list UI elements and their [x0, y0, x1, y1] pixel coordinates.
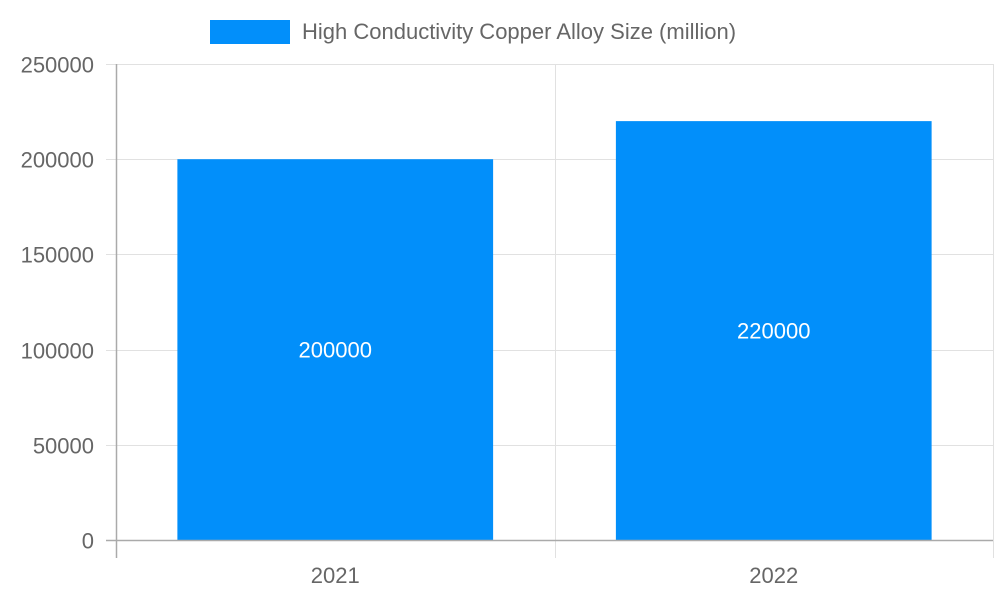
x-tick-label: 2022: [749, 563, 798, 588]
y-tick-label: 200000: [21, 148, 94, 173]
y-tick-label: 250000: [21, 53, 94, 78]
y-axis-ticks: 0 50000 100000 150000 200000 250000: [21, 53, 94, 554]
bar-value-labels: 200000 220000: [299, 319, 811, 363]
x-axis-ticks: 2021 2022: [311, 563, 798, 588]
y-tick-label: 50000: [33, 434, 94, 459]
axes: [106, 64, 993, 558]
bar-2022[interactable]: [615, 121, 932, 541]
bar-2021[interactable]: [177, 159, 494, 540]
legend-swatch[interactable]: [210, 20, 290, 44]
chart-legend: High Conductivity Copper Alloy Size (mil…: [0, 18, 1000, 48]
legend-label[interactable]: High Conductivity Copper Alloy Size (mil…: [302, 19, 737, 44]
y-tick-label: 0: [82, 529, 94, 554]
bar-value-label: 220000: [737, 319, 810, 344]
bar-value-label: 200000: [299, 338, 372, 363]
y-tick-label: 100000: [21, 339, 94, 364]
bars: [177, 121, 932, 541]
y-tick-label: 150000: [21, 243, 94, 268]
x-tick-label: 2021: [311, 563, 360, 588]
